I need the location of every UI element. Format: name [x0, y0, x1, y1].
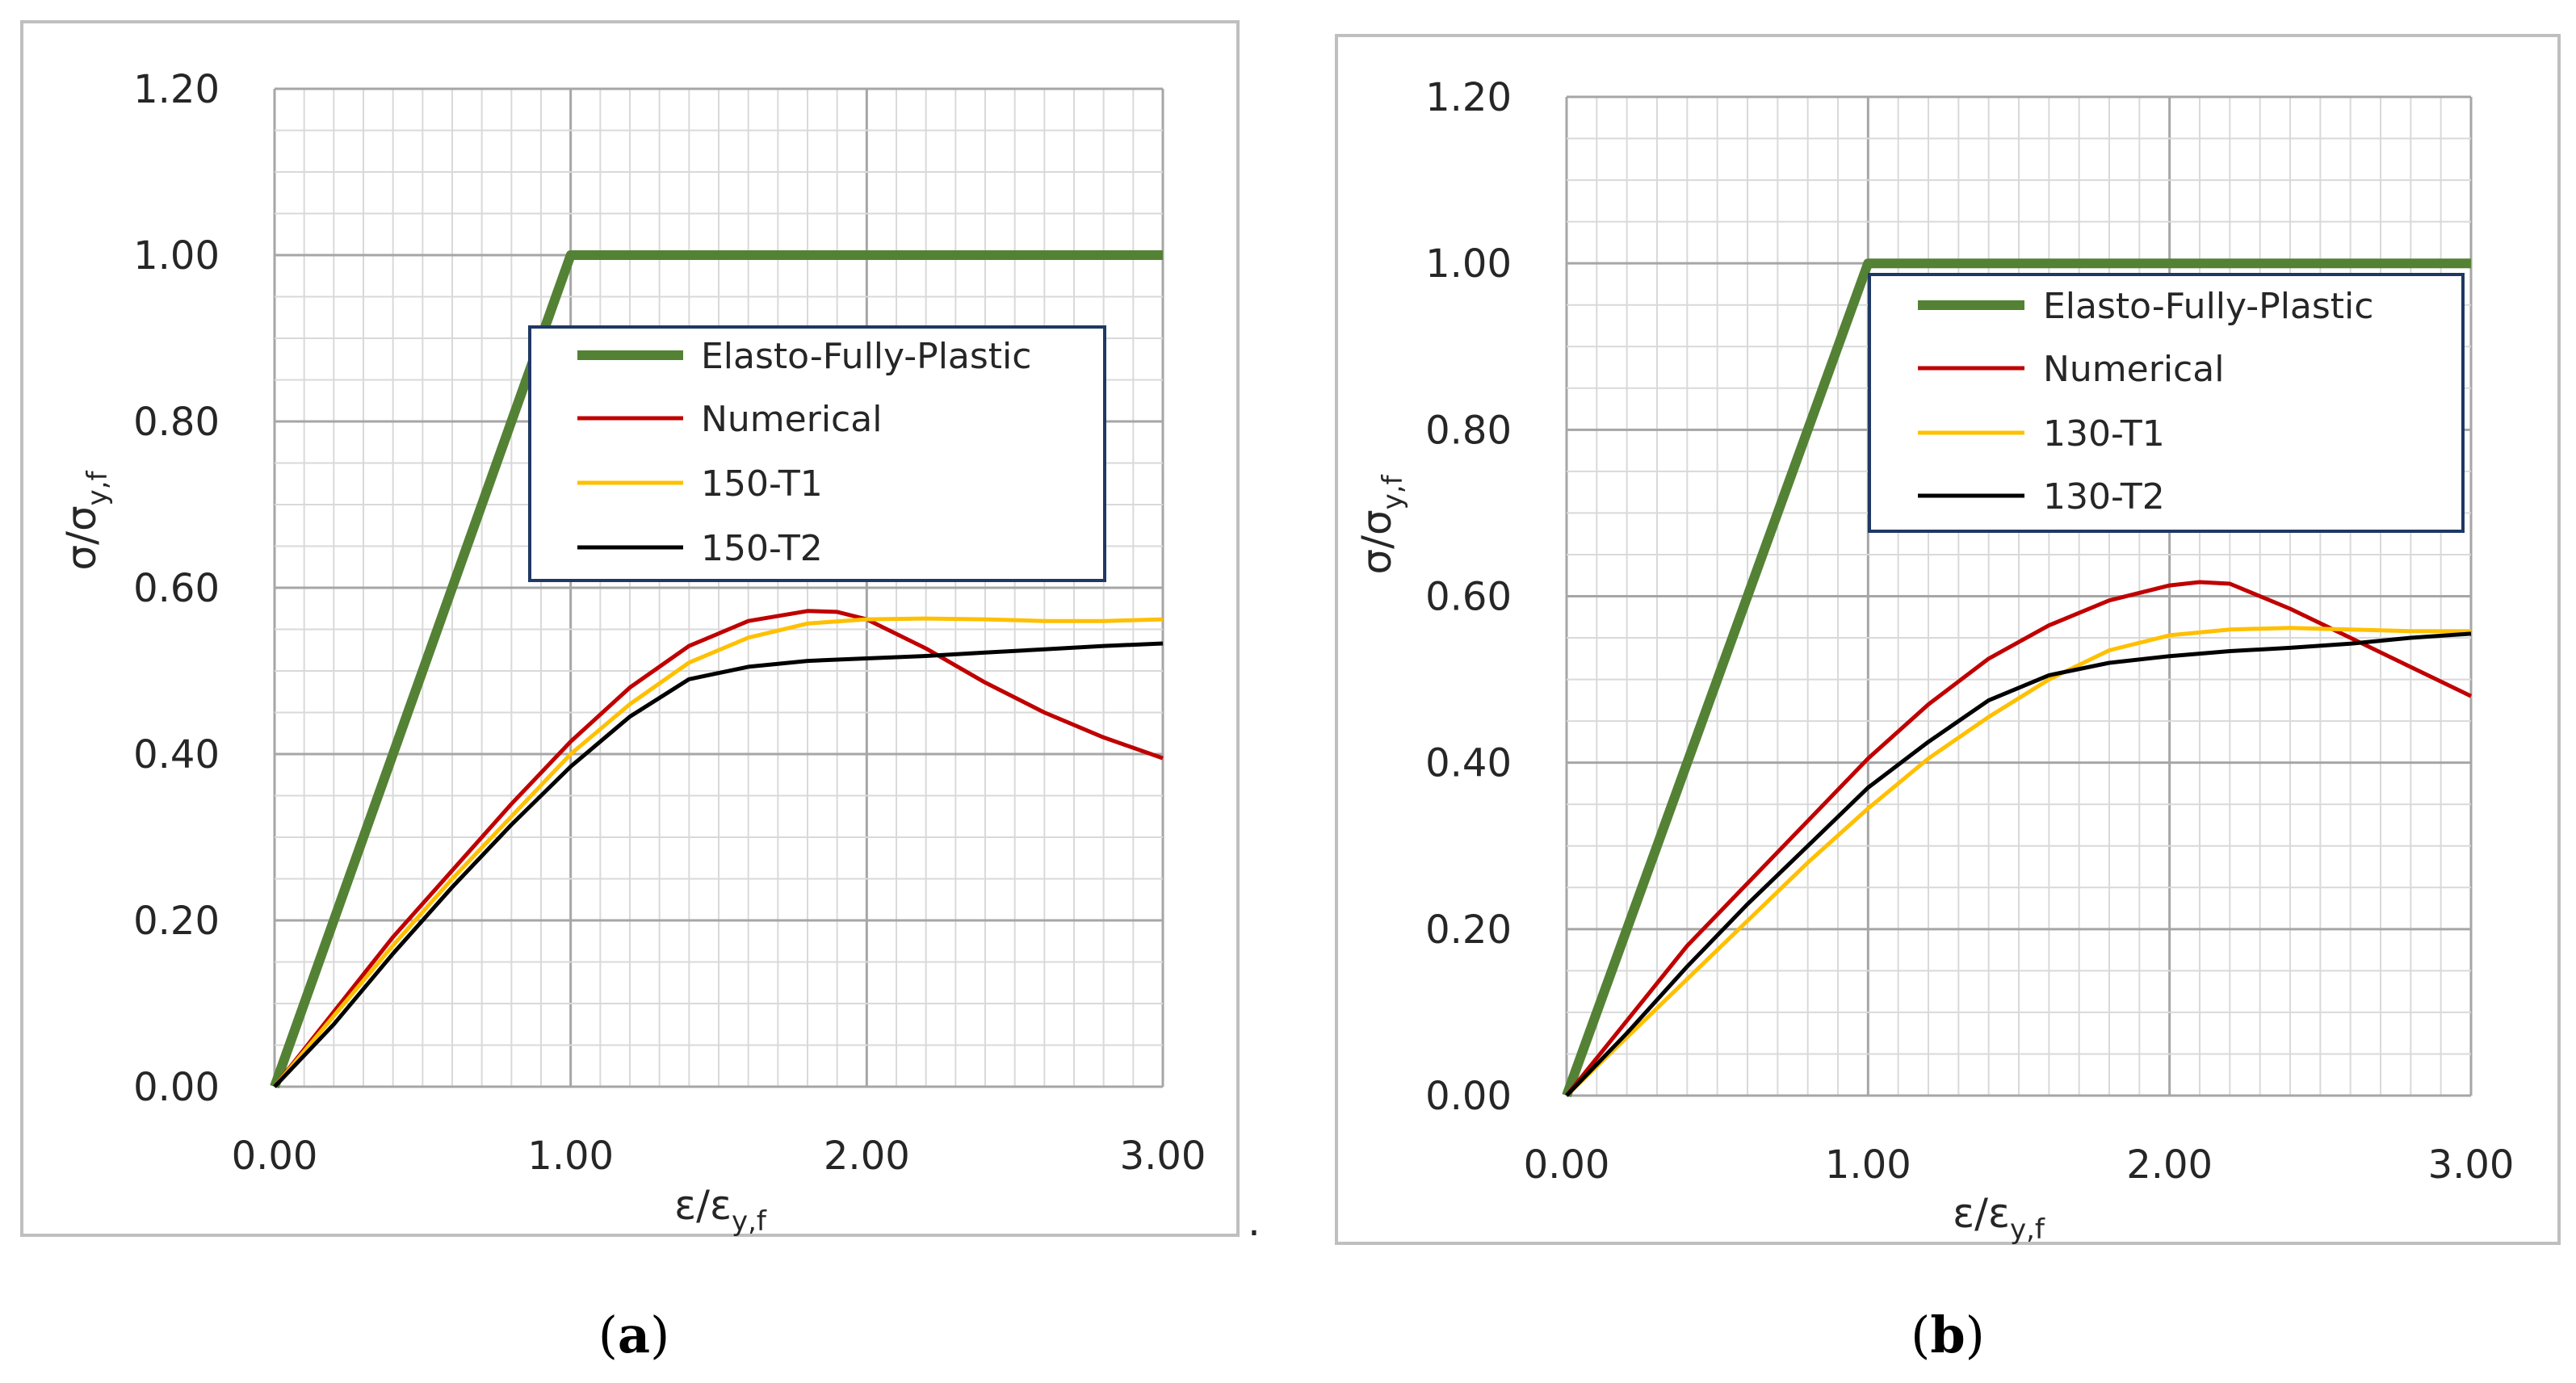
chart-a-x-axis-label: ε/εy,f — [674, 1182, 767, 1238]
chart-b-x-tick-label: 2.00 — [2126, 1142, 2213, 1188]
chart-b-legend-label-t1: 130-T1 — [2043, 413, 2165, 455]
chart-b-x-axis-label: ε/εy,f — [1953, 1190, 2045, 1246]
chart-a-x-tick-label: 2.00 — [824, 1134, 910, 1179]
chart-a-x-tick-label: 3.00 — [1120, 1134, 1206, 1179]
chart-b-x-axis-label-sub: y,f — [2010, 1213, 2045, 1246]
chart-a-y-tick-label: 0.80 — [133, 400, 220, 445]
chart-b-y-tick-label: 0.40 — [1425, 741, 1512, 786]
chart-b: 0.00 0.20 0.40 0.60 0.80 1.00 1.20 0.00 1.00 2.0… — [1353, 75, 2514, 1246]
chart-b-legend: Elasto-Fully-Plastic Numerical 130-T1 13… — [1868, 273, 2465, 533]
chart-a-y-tick-label: 0.20 — [133, 899, 220, 944]
chart-a-y-tick-label: 0.60 — [133, 566, 220, 611]
caption-a: (a) — [598, 1305, 670, 1364]
chart-b-legend-label-efp: Elasto-Fully-Plastic — [2043, 286, 2373, 327]
chart-b-y-axis-label: σ/σy,f — [1353, 474, 1409, 574]
caption-b-close: ) — [1966, 1305, 1985, 1364]
chart-b-y-tick-label: 0.20 — [1425, 907, 1512, 953]
chart-a-y-tick-label: 1.20 — [133, 67, 220, 112]
chart-a-x-axis-label-sub: y,f — [732, 1205, 767, 1238]
chart-a-x-tick-labels: 0.00 1.00 2.00 3.00 — [232, 1134, 1206, 1179]
chart-b-y-tick-label: 0.80 — [1425, 408, 1512, 453]
caption-a-open: ( — [598, 1305, 618, 1364]
chart-b-series — [1562, 258, 2473, 1098]
chart-b-legend-box — [1868, 273, 2465, 533]
caption-b: (b) — [1911, 1305, 1985, 1364]
chart-a-series-numerical — [273, 609, 1164, 1088]
chart-b-grid — [1565, 95, 2473, 1097]
chart-a-series-t2 — [273, 641, 1164, 1088]
chart-b-series-numerical — [1565, 580, 2473, 1097]
chart-a: 0.00 0.20 0.40 0.60 0.80 1.00 1.20 0.00 1.00 2.0… — [58, 67, 1206, 1238]
chart-b-x-tick-labels: 0.00 1.00 2.00 3.00 — [1524, 1142, 2515, 1188]
chart-b-legend-label-numerical: Numerical — [2043, 349, 2224, 390]
chart-a-legend-label-efp: Elasto-Fully-Plastic — [701, 336, 1031, 377]
chart-a-y-tick-label: 0.40 — [133, 732, 220, 777]
chart-b-x-tick-label: 1.00 — [1825, 1142, 1911, 1188]
chart-b-x-tick-label: 0.00 — [1524, 1142, 1610, 1188]
chart-b-y-axis-label-sub: y,f — [1377, 474, 1409, 509]
chart-a-y-axis-label-sub: y,f — [82, 470, 114, 505]
chart-a-x-tick-label: 1.00 — [527, 1134, 614, 1179]
chart-a-series-efp — [270, 250, 1163, 1089]
chart-b-y-tick-label: 1.00 — [1425, 241, 1512, 287]
chart-a-y-tick-labels: 0.00 0.20 0.40 0.60 0.80 1.00 1.20 — [133, 67, 220, 1110]
chart-a-legend: Elasto-Fully-Plastic Numerical 150-T1 15… — [528, 325, 1106, 582]
chart-a-x-tick-label: 0.00 — [232, 1134, 318, 1179]
chart-b-y-tick-label: 1.20 — [1425, 75, 1512, 120]
chart-b-y-tick-labels: 0.00 0.20 0.40 0.60 0.80 1.00 1.20 — [1425, 75, 1512, 1119]
chart-a-legend-label-t1: 150-T1 — [701, 463, 823, 505]
chart-a-y-tick-label: 1.00 — [133, 233, 220, 279]
chart-a-legend-box — [528, 325, 1106, 582]
chart-b-y-tick-label: 0.60 — [1425, 575, 1512, 620]
caption-b-letter: b — [1930, 1305, 1965, 1364]
chart-b-x-tick-label: 3.00 — [2428, 1142, 2515, 1188]
caption-a-letter: a — [618, 1305, 650, 1364]
chart-a-legend-label-t2: 150-T2 — [701, 528, 823, 569]
trailing-period: . — [1248, 1198, 1261, 1245]
chart-b-y-tick-label: 0.00 — [1425, 1074, 1512, 1119]
chart-b-series-t1 — [1565, 626, 2471, 1097]
caption-b-open: ( — [1911, 1305, 1930, 1364]
chart-a-series — [270, 250, 1164, 1089]
chart-a-series-t1 — [273, 616, 1164, 1088]
caption-a-close: ) — [650, 1305, 669, 1364]
chart-a-y-axis-label: σ/σy,f — [58, 470, 114, 570]
chart-b-legend-label-t2: 130-T2 — [2043, 476, 2165, 518]
chart-b-series-t2 — [1565, 631, 2472, 1097]
chart-b-series-efp — [1562, 258, 2471, 1098]
chart-a-y-tick-label: 0.00 — [133, 1065, 220, 1110]
chart-a-legend-label-numerical: Numerical — [701, 399, 882, 440]
